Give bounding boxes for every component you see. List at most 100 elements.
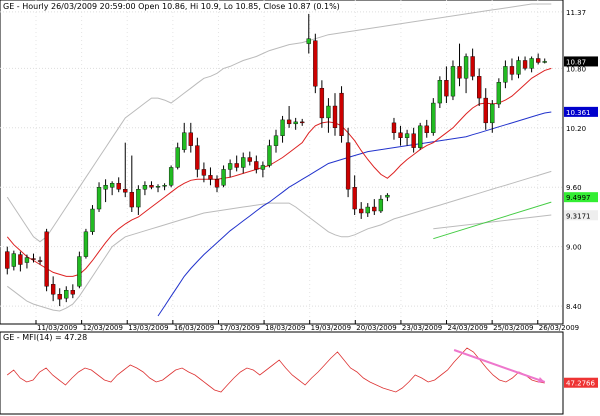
bollinger-bands bbox=[6, 3, 552, 312]
ma-long-line bbox=[157, 111, 552, 317]
value-badge bbox=[564, 192, 598, 203]
candle-body bbox=[77, 256, 82, 287]
candle-body bbox=[221, 169, 226, 186]
mfi-line bbox=[6, 347, 545, 393]
candle-body bbox=[182, 132, 187, 150]
candle-body bbox=[490, 103, 495, 124]
x-tick-label: 16/03/2009 bbox=[174, 324, 214, 332]
candle-body bbox=[195, 145, 200, 170]
candle-body bbox=[70, 290, 75, 295]
candle-body bbox=[5, 251, 10, 269]
candle-body bbox=[90, 208, 95, 233]
price-panel-frame bbox=[0, 0, 564, 325]
x-tick-label: 25/03/2009 bbox=[493, 324, 533, 332]
candle-body bbox=[175, 147, 180, 168]
ma-short-line bbox=[6, 67, 552, 277]
candlesticks bbox=[5, 13, 547, 307]
candle-body bbox=[280, 119, 285, 136]
candle-body bbox=[365, 206, 370, 214]
trend-arrow-line bbox=[453, 349, 546, 383]
candle-body bbox=[300, 121, 305, 124]
candle-body bbox=[293, 121, 298, 125]
x-tick-label: 24/03/2009 bbox=[448, 324, 488, 332]
candle-body bbox=[457, 66, 462, 79]
candle-body bbox=[326, 105, 331, 119]
candle-body bbox=[339, 92, 344, 136]
candle-body bbox=[470, 56, 475, 77]
signal-line bbox=[433, 201, 552, 240]
candle-body bbox=[378, 198, 384, 212]
candle-body bbox=[477, 76, 482, 99]
candle-body bbox=[247, 157, 252, 162]
value-badges: 10.87 10.361 9.4997 9.3171 bbox=[564, 56, 598, 221]
x-tick-label: 18/03/2009 bbox=[265, 324, 305, 332]
candle-body bbox=[83, 231, 89, 257]
candle-body bbox=[306, 38, 311, 44]
candle-body bbox=[103, 185, 108, 190]
candle-body bbox=[496, 82, 502, 105]
value-badge-text: 9.4997 bbox=[566, 194, 591, 202]
candle-body bbox=[50, 284, 56, 295]
candle-body bbox=[168, 167, 174, 186]
candle-body bbox=[286, 119, 292, 125]
value-badge bbox=[564, 56, 598, 67]
candle-body bbox=[313, 40, 318, 87]
candle-body bbox=[208, 175, 213, 180]
candle-body bbox=[372, 206, 377, 212]
x-tick-label: 19/03/2009 bbox=[311, 324, 351, 332]
candle-body bbox=[96, 187, 102, 210]
candle-body bbox=[162, 185, 167, 187]
moving-averages bbox=[6, 67, 552, 317]
candle-body bbox=[123, 189, 128, 193]
candle-body bbox=[398, 132, 403, 138]
candle-body bbox=[542, 61, 547, 63]
y-tick-label: 8.40 bbox=[566, 303, 582, 311]
candle-body bbox=[260, 165, 266, 170]
value-badge bbox=[564, 210, 598, 221]
y-tick-label: 9.60 bbox=[566, 184, 582, 192]
candle-body bbox=[155, 186, 161, 188]
candle-body bbox=[214, 179, 220, 188]
x-tick-label: 23/03/2009 bbox=[402, 324, 442, 332]
candle-body bbox=[509, 66, 515, 75]
x-tick-label: 20/03/2009 bbox=[356, 324, 396, 332]
candle-body bbox=[142, 185, 148, 190]
candle-body bbox=[404, 133, 410, 138]
candle-body bbox=[345, 142, 351, 190]
candle-body bbox=[37, 260, 43, 262]
candle-body bbox=[44, 231, 49, 287]
candle-body bbox=[437, 80, 443, 104]
candle-body bbox=[463, 56, 469, 79]
trend-arrow-head bbox=[537, 377, 545, 383]
candle-body bbox=[201, 169, 207, 176]
chart-header: GE - Hourly 26/03/2009 20:59:00 Open 10.… bbox=[3, 2, 340, 11]
y-tick-label: 10.80 bbox=[566, 65, 586, 73]
x-tick-label: 26/03/2009 bbox=[539, 324, 579, 332]
y-axis-labels: 11.37 10.80 10.20 9.60 9.00 8.40 bbox=[566, 9, 586, 311]
candle-body bbox=[319, 87, 325, 119]
x-tick-label: 11/03/2009 bbox=[37, 324, 77, 332]
x-tick-label: 13/03/2009 bbox=[128, 324, 168, 332]
candle-body bbox=[24, 257, 30, 263]
candle-body bbox=[352, 187, 357, 210]
candle-body bbox=[444, 80, 449, 97]
y-tick-label: 11.37 bbox=[566, 9, 586, 17]
candle-body bbox=[188, 132, 193, 146]
candle-body bbox=[18, 254, 23, 265]
mfi-value-badge bbox=[564, 377, 598, 388]
candle-body bbox=[129, 191, 134, 208]
candle-body bbox=[57, 294, 62, 300]
y-tick-label: 10.20 bbox=[566, 125, 586, 133]
candle-body bbox=[31, 258, 36, 260]
candle-body bbox=[450, 66, 456, 97]
value-badge-text: 9.3171 bbox=[566, 212, 591, 220]
candle-body bbox=[149, 185, 154, 188]
price-gridlines bbox=[0, 0, 563, 324]
mfi-value-text: 47.2766 bbox=[566, 380, 595, 388]
candle-body bbox=[385, 194, 390, 198]
candle-body bbox=[483, 97, 488, 124]
candle-body bbox=[234, 163, 239, 168]
candle-body bbox=[273, 135, 279, 146]
candle-body bbox=[64, 290, 69, 299]
candle-body bbox=[431, 102, 436, 133]
